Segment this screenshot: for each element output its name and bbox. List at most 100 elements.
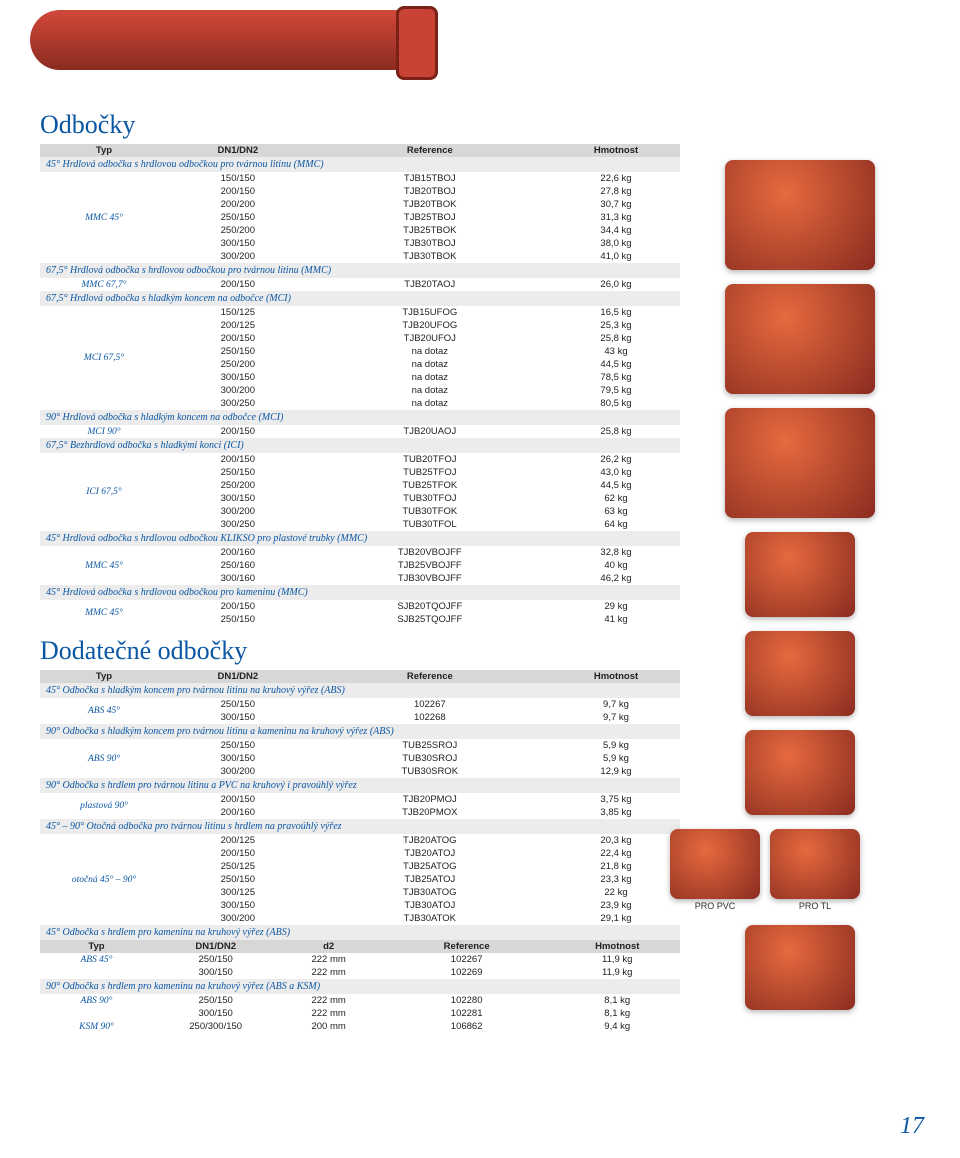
cell-ref: TUB20TFOJ xyxy=(308,453,552,466)
th: Reference xyxy=(379,940,555,953)
cell-hm: 12,9 kg xyxy=(552,765,680,778)
cell-ref: TJB30TBOJ xyxy=(308,237,552,250)
cell-hm: 46,2 kg xyxy=(552,572,680,585)
th-typ: Typ xyxy=(40,144,168,157)
cell-hm: 63 kg xyxy=(552,505,680,518)
cell-ref: TJB25ATOJ xyxy=(308,873,552,886)
cell-dn: 200/150 xyxy=(168,278,308,291)
cell-dn: 300/150 xyxy=(153,1007,278,1020)
cell-dn: 250/150 xyxy=(168,698,308,711)
cell-dn: 300/200 xyxy=(168,765,308,778)
cell-dn: 250/150 xyxy=(168,211,308,224)
cell-ref: TJB20PMOX xyxy=(308,806,552,819)
cell-ref: 102269 xyxy=(379,966,555,979)
th-hm: Hmotnost xyxy=(552,670,680,683)
cell-dn: 250/150 xyxy=(168,613,308,626)
table-row: MMC 67,7°200/150TJB20TAOJ26,0 kg xyxy=(40,278,680,291)
table-row: MMC 45°150/150TJB15TBOJ22,6 kg xyxy=(40,172,680,185)
cell-dn: 250/150 xyxy=(168,466,308,479)
cell-hm: 8,1 kg xyxy=(554,994,680,1007)
cell-dn: 300/150 xyxy=(168,237,308,250)
cell-dn: 250/200 xyxy=(168,358,308,371)
cell-typ: MCI 67,5° xyxy=(40,306,168,410)
cell-ref: TJB25TBOK xyxy=(308,224,552,237)
table-row: otočná 45° – 90°200/125TJB20ATOG20,3 kg xyxy=(40,834,680,847)
cell-hm: 9,4 kg xyxy=(554,1020,680,1033)
table-row: 300/150222 mm1022818,1 kg xyxy=(40,1007,680,1020)
cell-ref: TUB30TFOL xyxy=(308,518,552,531)
cell-typ: MMC 45° xyxy=(40,546,168,585)
cell-dn: 300/200 xyxy=(168,384,308,397)
cell-dn: 300/150 xyxy=(168,899,308,912)
cell-ref: SJB20TQOJFF xyxy=(308,600,552,613)
cell-hm: 78,5 kg xyxy=(552,371,680,384)
table-row: ABS 90°250/150TUB25SROJ5,9 kg xyxy=(40,739,680,752)
group-title: 45° Hrdlová odbočka s hrdlovou odbočkou … xyxy=(40,585,680,600)
cell-ref: 102280 xyxy=(379,994,555,1007)
cell-dn: 250/150 xyxy=(153,953,278,966)
cell-ref: TJB15TBOJ xyxy=(308,172,552,185)
cell-dn: 200/150 xyxy=(168,793,308,806)
fitting-image-tl xyxy=(770,829,860,899)
group-title: 45° Odbočka s hrdlem pro kameninu na kru… xyxy=(40,925,680,940)
cell-dn: 300/150 xyxy=(168,371,308,384)
cell-dn: 200/150 xyxy=(168,600,308,613)
table-row: ABS 90°250/150222 mm1022808,1 kg xyxy=(40,994,680,1007)
cell-ref: TJB30ATOG xyxy=(308,886,552,899)
table-row: MMC 45°200/150SJB20TQOJFF29 kg xyxy=(40,600,680,613)
cell-dn: 300/150 xyxy=(168,492,308,505)
cell-ref: TJB20UAOJ xyxy=(308,425,552,438)
cell-ref: TJB25VBOJFF xyxy=(308,559,552,572)
table-header-row: TypDN1/DN2d2ReferenceHmotnost xyxy=(40,940,680,953)
cell-ref: TJB15UFOG xyxy=(308,306,552,319)
cell-hm: 25,8 kg xyxy=(552,425,680,438)
cell-ref: TJB25ATOG xyxy=(308,860,552,873)
cell-ref: TJB25TBOJ xyxy=(308,211,552,224)
cell-ref: TUB30SROK xyxy=(308,765,552,778)
cell-ref: TUB25TFOK xyxy=(308,479,552,492)
th: DN1/DN2 xyxy=(153,940,278,953)
table-odbocky: Typ DN1/DN2 Reference Hmotnost 45° Hrdlo… xyxy=(40,144,680,626)
table-dodatecne-5col: 45° Odbočka s hrdlem pro kameninu na kru… xyxy=(40,925,680,1033)
cell-dn: 200/125 xyxy=(168,319,308,332)
cell-dn: 200/160 xyxy=(168,806,308,819)
cell-hm: 31,3 kg xyxy=(552,211,680,224)
th-typ: Typ xyxy=(40,670,168,683)
cell-ref: TJB20TBOJ xyxy=(308,185,552,198)
label-pro-tl: PRO TL xyxy=(770,901,860,911)
cell-hm: 3,85 kg xyxy=(552,806,680,819)
group-title: 45° Odbočka s hladkým koncem pro tvárnou… xyxy=(40,683,680,698)
cell-ref: TJB30TBOK xyxy=(308,250,552,263)
cell-hm: 32,8 kg xyxy=(552,546,680,559)
table-row: ABS 45°250/150222 mm10226711,9 kg xyxy=(40,953,680,966)
cell-ref: TUB25SROJ xyxy=(308,739,552,752)
cell-ref: 102281 xyxy=(379,1007,555,1020)
group-title: 67,5° Hrdlová odbočka s hrdlovou odbočko… xyxy=(40,263,680,278)
cell-ref: SJB25TQOJFF xyxy=(308,613,552,626)
cell-hm: 30,7 kg xyxy=(552,198,680,211)
cell-hm: 22,4 kg xyxy=(552,847,680,860)
cell-hm: 23,9 kg xyxy=(552,899,680,912)
cell-hm: 25,8 kg xyxy=(552,332,680,345)
group-title: 45° Hrdlová odbočka s hrdlovou odbočkou … xyxy=(40,531,680,546)
table-row: ICI 67,5°200/150TUB20TFOJ26,2 kg xyxy=(40,453,680,466)
cell-hm: 5,9 kg xyxy=(552,752,680,765)
cell-hm: 27,8 kg xyxy=(552,185,680,198)
cell-hm: 62 kg xyxy=(552,492,680,505)
table-row: KSM 90°250/300/150200 mm1068629,4 kg xyxy=(40,1020,680,1033)
cell-ref: TUB25TFOJ xyxy=(308,466,552,479)
cell-typ: ABS 45° xyxy=(40,698,168,724)
cell-typ xyxy=(40,966,153,979)
th-dn: DN1/DN2 xyxy=(168,144,308,157)
cell-d2: 222 mm xyxy=(278,966,378,979)
cell-dn: 250/150 xyxy=(153,994,278,1007)
cell-hm: 21,8 kg xyxy=(552,860,680,873)
cell-ref: na dotaz xyxy=(308,371,552,384)
cell-ref: TUB30TFOK xyxy=(308,505,552,518)
group-title: 90° Hrdlová odbočka s hladkým koncem na … xyxy=(40,410,680,425)
group-title: 90° Odbočka s hrdlem pro tvárnou litinu … xyxy=(40,778,680,793)
cell-hm: 5,9 kg xyxy=(552,739,680,752)
fitting-image-5 xyxy=(745,631,855,716)
table-row: MMC 45°200/160TJB20VBOJFF32,8 kg xyxy=(40,546,680,559)
cell-hm: 11,9 kg xyxy=(554,953,680,966)
